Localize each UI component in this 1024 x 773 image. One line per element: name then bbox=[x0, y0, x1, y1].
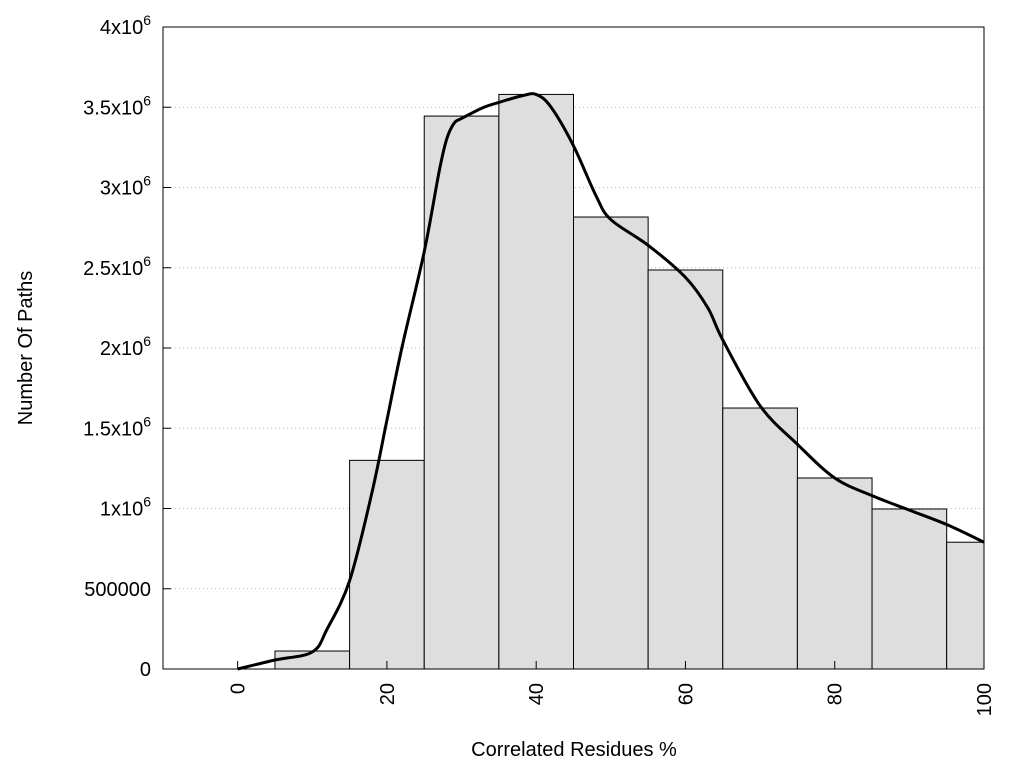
x-tick-label: 60 bbox=[675, 683, 697, 705]
y-tick-label: 0 bbox=[140, 659, 151, 681]
y-tick-label: 3x106 bbox=[100, 173, 151, 200]
bars bbox=[274, 93, 985, 670]
histogram-bar bbox=[647, 269, 724, 670]
y-tick-base: 1.5x10 bbox=[83, 418, 143, 440]
x-tick-label: 80 bbox=[825, 683, 847, 705]
y-tick-label: 2.5x106 bbox=[83, 253, 151, 280]
x-tick-label: 20 bbox=[377, 683, 399, 705]
histogram-bar bbox=[796, 477, 873, 670]
y-tick-base: 4x10 bbox=[100, 17, 143, 39]
y-tick-base: 2.5x10 bbox=[83, 258, 143, 280]
y-tick-exponent: 6 bbox=[143, 253, 151, 269]
histogram-bar bbox=[722, 407, 798, 670]
y-tick-exponent: 6 bbox=[143, 333, 151, 349]
histogram-bar bbox=[573, 216, 649, 670]
y-tick-label: 3.5x106 bbox=[83, 92, 151, 119]
y-tick-label: 4x106 bbox=[100, 12, 151, 39]
x-axis-label: Correlated Residues % bbox=[471, 739, 677, 761]
y-tick-label: 2x106 bbox=[100, 333, 151, 360]
y-tick-label: 1.5x106 bbox=[83, 413, 151, 440]
y-tick-label: 500000 bbox=[84, 579, 151, 601]
y-tick-exponent: 6 bbox=[143, 92, 151, 108]
histogram-bar bbox=[871, 508, 948, 670]
y-tick-base: 1x10 bbox=[100, 499, 143, 521]
y-axis-label: Number Of Paths bbox=[15, 271, 37, 426]
y-tick-base: 2x10 bbox=[100, 338, 143, 360]
y-tick-base: 500000 bbox=[84, 579, 151, 601]
y-tick-exponent: 6 bbox=[143, 413, 151, 429]
y-tick-base: 3.5x10 bbox=[83, 97, 143, 119]
x-tick-label: 0 bbox=[228, 683, 250, 694]
y-tick-exponent: 6 bbox=[143, 12, 151, 28]
y-tick-base: 3x10 bbox=[100, 178, 143, 200]
y-tick-label: 1x106 bbox=[100, 494, 151, 521]
x-axis-ticks: 0 20 40 60 80 100 bbox=[228, 661, 996, 716]
y-axis-ticks: 05000001x1061.5x1062x1062.5x1063x1063.5x… bbox=[83, 12, 171, 681]
histogram-bar bbox=[946, 541, 985, 670]
x-tick-label: 40 bbox=[526, 683, 548, 705]
x-tick-label: 100 bbox=[974, 683, 996, 716]
histogram-bar bbox=[423, 115, 500, 670]
y-tick-base: 0 bbox=[140, 659, 151, 681]
y-tick-exponent: 6 bbox=[143, 173, 151, 189]
histogram-bar bbox=[498, 93, 575, 670]
histogram-bar bbox=[274, 650, 351, 670]
y-tick-exponent: 6 bbox=[143, 494, 151, 510]
density-curve bbox=[237, 92, 985, 671]
histogram-bar bbox=[349, 459, 425, 670]
